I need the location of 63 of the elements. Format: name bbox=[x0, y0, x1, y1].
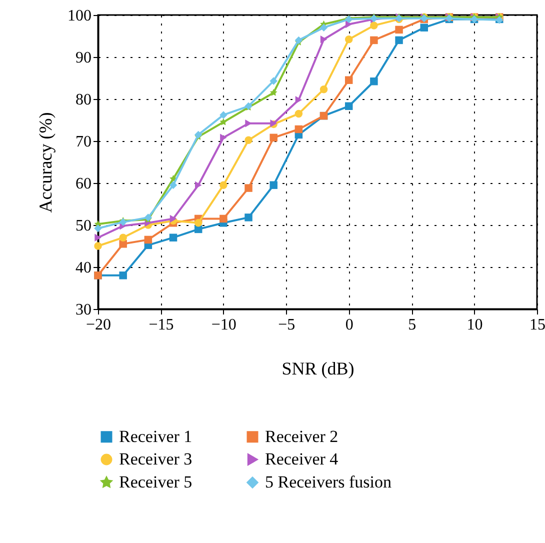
x-tick-label: −15 bbox=[148, 316, 174, 334]
legend-label: Receiver 4 bbox=[265, 450, 339, 468]
point bbox=[94, 234, 102, 242]
point bbox=[320, 85, 328, 94]
x-tick-label: −20 bbox=[86, 316, 112, 334]
point bbox=[144, 236, 152, 244]
point bbox=[420, 24, 428, 32]
point bbox=[194, 181, 202, 189]
point bbox=[346, 20, 352, 28]
point bbox=[244, 184, 252, 192]
point bbox=[270, 181, 278, 189]
point bbox=[320, 35, 328, 44]
y-tick-label: 50 bbox=[76, 218, 92, 234]
point bbox=[220, 118, 228, 126]
x-axis-title: SNR (dB) bbox=[282, 358, 354, 378]
x-tick-label: 5 bbox=[408, 316, 416, 334]
point bbox=[370, 36, 378, 44]
point bbox=[370, 22, 378, 30]
point bbox=[119, 234, 127, 242]
point bbox=[194, 219, 202, 227]
point bbox=[220, 181, 228, 189]
point bbox=[344, 35, 353, 44]
x-tick-label: 10 bbox=[466, 316, 483, 334]
point bbox=[395, 36, 403, 44]
point bbox=[169, 181, 178, 189]
y-tick-label: 30 bbox=[76, 302, 92, 318]
point bbox=[270, 77, 278, 85]
point bbox=[270, 134, 278, 142]
point bbox=[370, 77, 378, 86]
point bbox=[220, 214, 228, 223]
y-axis-title: Accuracy (%) bbox=[36, 112, 56, 213]
point bbox=[169, 234, 178, 242]
point bbox=[220, 111, 228, 119]
x-tick-label: −10 bbox=[211, 316, 236, 334]
x-tick-label: −5 bbox=[278, 316, 296, 334]
point bbox=[320, 24, 328, 32]
y-tick-label: 40 bbox=[76, 260, 92, 276]
legend-label: 5 Receivers fusion bbox=[265, 472, 392, 492]
point bbox=[119, 272, 127, 280]
legend-label: Receiver 5 bbox=[119, 472, 192, 492]
point bbox=[294, 110, 303, 118]
point bbox=[344, 102, 353, 110]
legend-label: Receiver 2 bbox=[265, 426, 338, 446]
y-tick-label: 70 bbox=[76, 134, 92, 150]
x-tick-label: 0 bbox=[345, 316, 354, 334]
legend-label: Receiver 1 bbox=[119, 426, 192, 446]
y-tick-label: 100 bbox=[68, 8, 92, 24]
point bbox=[270, 88, 278, 96]
point bbox=[344, 76, 353, 84]
y-tick-label: 90 bbox=[76, 50, 92, 66]
point bbox=[395, 26, 403, 34]
point bbox=[295, 96, 302, 104]
point bbox=[220, 134, 227, 142]
point bbox=[94, 224, 102, 232]
point bbox=[294, 125, 303, 134]
legend-label: Receiver 3 bbox=[119, 450, 192, 468]
point bbox=[244, 136, 252, 144]
point bbox=[119, 240, 127, 248]
x-tick-label: 15 bbox=[530, 316, 545, 334]
point bbox=[94, 242, 102, 250]
y-tick-label: 80 bbox=[76, 92, 92, 108]
y-tick-label: 60 bbox=[76, 176, 92, 192]
point bbox=[244, 214, 252, 222]
